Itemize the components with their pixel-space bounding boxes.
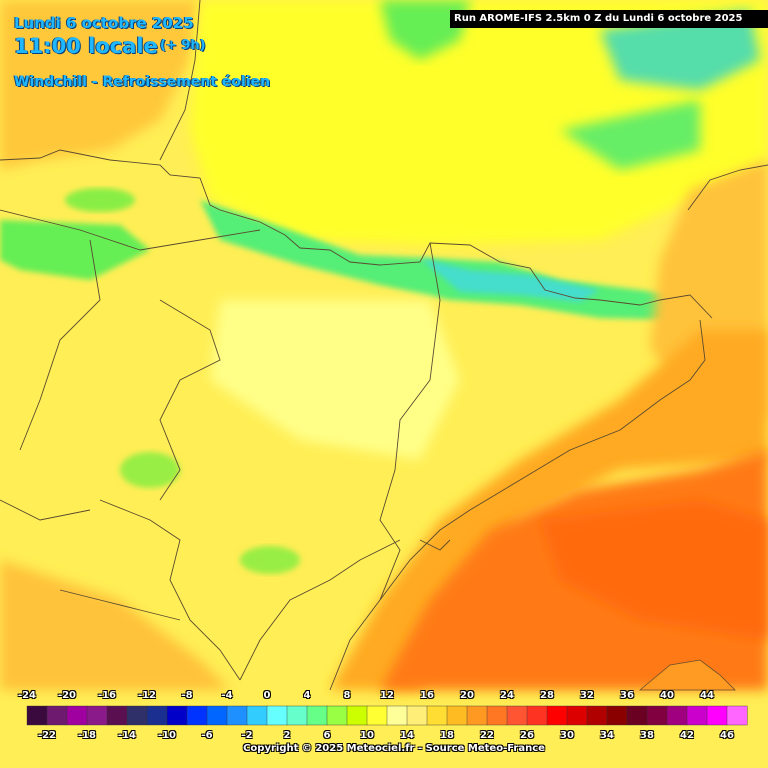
green-patch-1 — [120, 452, 180, 488]
legend-swatch — [46, 705, 68, 726]
mallorca-island — [638, 659, 736, 691]
legend-tick-label: 40 — [660, 690, 674, 701]
legend-tick-label: 4 — [303, 690, 311, 701]
legend-swatch — [626, 705, 648, 726]
legend-swatch — [406, 705, 428, 726]
legend-tick-label: -20 — [57, 690, 77, 701]
legend-tick-label: 0 — [263, 690, 271, 701]
legend-tick-label: -8 — [181, 690, 193, 701]
green-patch-2 — [240, 546, 300, 574]
ebro-field — [210, 300, 460, 460]
legend-tick-label: 20 — [460, 690, 474, 701]
legend-swatch — [286, 705, 308, 726]
legend-tick-label: 10 — [360, 730, 374, 741]
product-title: Windchill - Refroissement éolien — [14, 74, 271, 90]
legend-swatch — [226, 705, 248, 726]
legend-swatch — [666, 705, 688, 726]
legend-swatch — [366, 705, 388, 726]
copyright: Copyright © 2025 Meteociel.fr - Source M… — [243, 743, 545, 754]
legend-tick-label: 22 — [480, 730, 494, 741]
borders — [0, 0, 768, 691]
date-line: Lundi 6 octobre 2025 — [14, 14, 194, 32]
legend-tick-label: 34 — [600, 730, 614, 741]
forecast-offset: (+ 9h) — [160, 38, 206, 53]
legend-tick-label: 44 — [700, 690, 714, 701]
legend-tick-label: 30 — [560, 730, 574, 741]
legend-tick-label: -16 — [97, 690, 117, 701]
legend-swatch — [486, 705, 508, 726]
run-banner: Run AROME-IFS 2.5km 0 Z du Lundi 6 octob… — [450, 10, 768, 28]
legend-tick-label: 42 — [680, 730, 694, 741]
color-legend: -24 -20 -16 -12 -8 -4 0 4 8 12 16 20 24 28 32 36 40 44 -22… — [0, 686, 768, 768]
legend-swatch — [66, 705, 88, 726]
legend-tick-label: -22 — [37, 730, 57, 741]
legend-swatch — [206, 705, 228, 726]
legend-swatch — [26, 705, 48, 726]
legend-swatch — [86, 705, 108, 726]
atlantic-field — [0, 0, 200, 170]
legend-swatch — [646, 705, 668, 726]
legend-tick-label: -2 — [241, 730, 253, 741]
legend-tick-label: 16 — [420, 690, 434, 701]
legend-swatch — [546, 705, 568, 726]
legend-swatch — [326, 705, 348, 726]
legend-swatch — [446, 705, 468, 726]
legend-tick-label: 14 — [400, 730, 414, 741]
legend-swatch — [266, 705, 288, 726]
legend-tick-label: 32 — [580, 690, 594, 701]
legend-tick-label: 24 — [500, 690, 514, 701]
legend-swatch — [306, 705, 328, 726]
legend-tick-label: 12 — [380, 690, 394, 701]
sea-warm-core — [540, 500, 768, 640]
legend-swatch — [566, 705, 588, 726]
green-north-1 — [380, 0, 470, 60]
legend-swatch — [386, 705, 408, 726]
legend-tick-label: 2 — [283, 730, 291, 741]
legend-swatch — [506, 705, 528, 726]
legend-swatch — [466, 705, 488, 726]
legend-tick-label: 46 — [720, 730, 734, 741]
legend-swatch — [706, 705, 728, 726]
legend-swatch — [166, 705, 188, 726]
legend-tick-label: 6 — [323, 730, 331, 741]
time-line: 11:00 locale — [14, 34, 158, 58]
legend-swatch — [426, 705, 448, 726]
legend-swatch — [726, 705, 748, 726]
legend-tick-label: 38 — [640, 730, 654, 741]
legend-colorbar — [26, 705, 748, 726]
pyrenees-core — [420, 258, 600, 302]
legend-swatch — [586, 705, 608, 726]
legend-tick-label: -18 — [77, 730, 97, 741]
legend-tick-label: -12 — [137, 690, 157, 701]
legend-tick-label: -4 — [221, 690, 233, 701]
green-north-3 — [560, 100, 700, 170]
legend-tick-label: 26 — [520, 730, 534, 741]
legend-swatch — [526, 705, 548, 726]
legend-tick-label: 18 — [440, 730, 454, 741]
cantabria-band — [0, 220, 150, 280]
legend-swatch — [346, 705, 368, 726]
legend-swatch — [686, 705, 708, 726]
green-north-2 — [600, 10, 760, 90]
legend-swatch — [246, 705, 268, 726]
legend-tick-label: 8 — [343, 690, 351, 701]
legend-tick-label: 36 — [620, 690, 634, 701]
legend-tick-label: -6 — [201, 730, 213, 741]
legend-tick-label: -24 — [17, 690, 37, 701]
southwest-field — [0, 560, 230, 690]
legend-swatch — [186, 705, 208, 726]
legend-swatch — [106, 705, 128, 726]
legend-tick-label: 28 — [540, 690, 554, 701]
green-patch-3 — [65, 188, 135, 212]
legend-tick-label: -14 — [117, 730, 137, 741]
legend-tick-label: -10 — [157, 730, 177, 741]
legend-swatch — [606, 705, 628, 726]
legend-swatch — [146, 705, 168, 726]
legend-swatch — [126, 705, 148, 726]
